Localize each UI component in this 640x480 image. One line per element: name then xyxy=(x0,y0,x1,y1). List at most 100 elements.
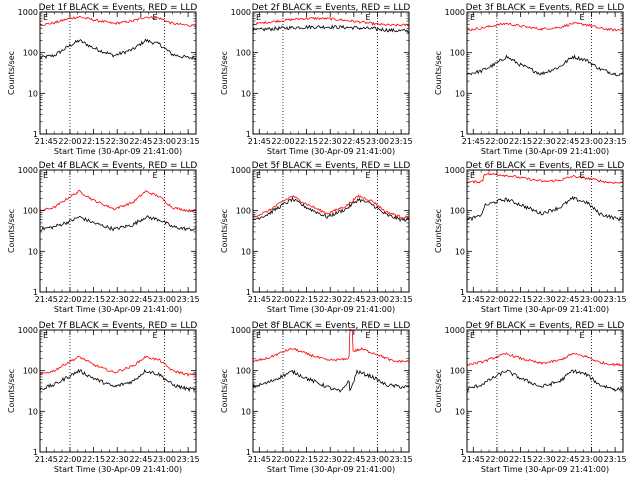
y-tick-label: 10 xyxy=(28,407,38,416)
x-tick-label: 22:15 xyxy=(82,137,105,146)
series-lld-line xyxy=(466,172,624,184)
y-tick-label: 100 xyxy=(236,49,251,58)
series-events-line xyxy=(466,54,624,77)
x-tick-label: 21:45 xyxy=(35,137,58,146)
y-axis-label: Counts/sec xyxy=(220,369,229,413)
x-axis-label: Start Time (30-Apr-09 21:41:00) xyxy=(267,147,395,156)
y-tick-label: 1000 xyxy=(231,326,251,335)
x-tick-label: 22:00 xyxy=(58,295,81,304)
x-tick-label: 22:15 xyxy=(509,455,532,464)
x-tick-label: 22:00 xyxy=(485,137,508,146)
e-marker: E xyxy=(470,13,475,22)
x-tick-label: 22:30 xyxy=(106,137,129,146)
plot-frame xyxy=(466,329,624,453)
series-events-line xyxy=(39,368,197,393)
series-events-line xyxy=(252,24,410,34)
panel-title: Det 4f BLACK = Events, RED = LLD xyxy=(39,161,198,171)
e-marker: E xyxy=(579,331,584,340)
y-tick-label: 1000 xyxy=(445,326,465,335)
y-axis-label: Counts/sec xyxy=(434,209,443,253)
x-tick-label: 21:45 xyxy=(462,137,485,146)
series-events-line xyxy=(39,215,197,232)
y-tick-label: 10 xyxy=(241,247,251,256)
panel-title: Det 5f BLACK = Events, RED = LLD xyxy=(252,161,411,171)
series-lld-line xyxy=(466,21,623,32)
x-tick-label: 23:15 xyxy=(177,455,200,464)
x-tick-label: 22:30 xyxy=(319,137,342,146)
x-tick-label: 23:15 xyxy=(390,137,413,146)
x-tick-label: 23:00 xyxy=(366,295,389,304)
x-tick-label: 22:00 xyxy=(271,455,294,464)
e-marker: E xyxy=(256,331,261,340)
x-tick-label: 22:45 xyxy=(342,137,365,146)
y-tick-label: 1 xyxy=(33,130,38,139)
x-tick-label: 23:15 xyxy=(604,295,627,304)
x-tick-label: 23:00 xyxy=(580,137,603,146)
x-axis-label: Start Time (30-Apr-09 21:41:00) xyxy=(481,305,609,314)
y-tick-label: 1 xyxy=(246,130,251,139)
x-axis-label: Start Time (30-Apr-09 21:41:00) xyxy=(267,305,395,314)
x-tick-label: 23:00 xyxy=(580,295,603,304)
y-tick-label: 100 xyxy=(450,49,465,58)
y-axis-label: Counts/sec xyxy=(220,209,229,253)
y-tick-label: 1 xyxy=(246,448,251,457)
e-marker: E xyxy=(152,331,157,340)
x-tick-label: 21:45 xyxy=(462,455,485,464)
series-lld-line xyxy=(252,194,410,219)
series-events-line xyxy=(39,38,197,61)
x-tick-label: 23:00 xyxy=(153,455,176,464)
series-events-line xyxy=(252,196,410,223)
y-tick-label: 1 xyxy=(460,448,465,457)
x-axis-label: Start Time (30-Apr-09 21:41:00) xyxy=(54,465,182,474)
plot-frame xyxy=(252,329,410,453)
e-marker: E xyxy=(152,13,157,22)
series-lld-line xyxy=(466,352,624,367)
y-axis-label: Counts/sec xyxy=(220,51,229,95)
x-axis-label: Start Time (30-Apr-09 21:41:00) xyxy=(481,147,609,156)
e-marker: E xyxy=(43,331,48,340)
series-events-line xyxy=(252,369,410,393)
x-tick-label: 22:30 xyxy=(319,455,342,464)
x-tick-label: 23:00 xyxy=(153,295,176,304)
x-tick-label: 23:15 xyxy=(604,137,627,146)
x-axis-label: Start Time (30-Apr-09 21:41:00) xyxy=(481,465,609,474)
y-tick-label: 1000 xyxy=(18,8,38,17)
plot-frame xyxy=(252,11,410,135)
e-marker: E xyxy=(470,171,475,180)
x-tick-label: 22:45 xyxy=(556,295,579,304)
y-tick-label: 1 xyxy=(33,288,38,297)
x-tick-label: 22:15 xyxy=(82,295,105,304)
series-lld-line xyxy=(252,328,410,364)
y-tick-label: 100 xyxy=(23,49,38,58)
e-marker: E xyxy=(43,13,48,22)
panel-title: Det 6f BLACK = Events, RED = LLD xyxy=(466,161,625,171)
e-marker: E xyxy=(579,13,584,22)
x-tick-label: 22:45 xyxy=(556,455,579,464)
x-tick-label: 23:15 xyxy=(177,137,200,146)
y-tick-label: 1 xyxy=(460,288,465,297)
x-tick-label: 23:00 xyxy=(366,455,389,464)
x-tick-label: 22:30 xyxy=(319,295,342,304)
x-tick-label: 23:15 xyxy=(390,455,413,464)
y-tick-label: 1000 xyxy=(18,166,38,175)
panel-title: Det 1f BLACK = Events, RED = LLD xyxy=(39,3,198,13)
panel-title: Det 7f BLACK = Events, RED = LLD xyxy=(39,321,198,331)
x-tick-label: 22:15 xyxy=(82,455,105,464)
y-tick-label: 1000 xyxy=(445,8,465,17)
series-events-line xyxy=(466,195,624,222)
x-tick-label: 21:45 xyxy=(35,295,58,304)
x-tick-label: 21:45 xyxy=(462,295,485,304)
y-tick-label: 1000 xyxy=(231,166,251,175)
y-tick-label: 1000 xyxy=(231,8,251,17)
y-tick-label: 100 xyxy=(23,207,38,216)
x-tick-label: 22:45 xyxy=(129,455,152,464)
y-axis-label: Counts/sec xyxy=(434,369,443,413)
panel-title: Det 2f BLACK = Events, RED = LLD xyxy=(252,3,411,13)
x-tick-label: 22:45 xyxy=(342,455,365,464)
y-tick-label: 10 xyxy=(455,247,465,256)
x-tick-label: 23:15 xyxy=(390,295,413,304)
x-axis-label: Start Time (30-Apr-09 21:41:00) xyxy=(267,465,395,474)
